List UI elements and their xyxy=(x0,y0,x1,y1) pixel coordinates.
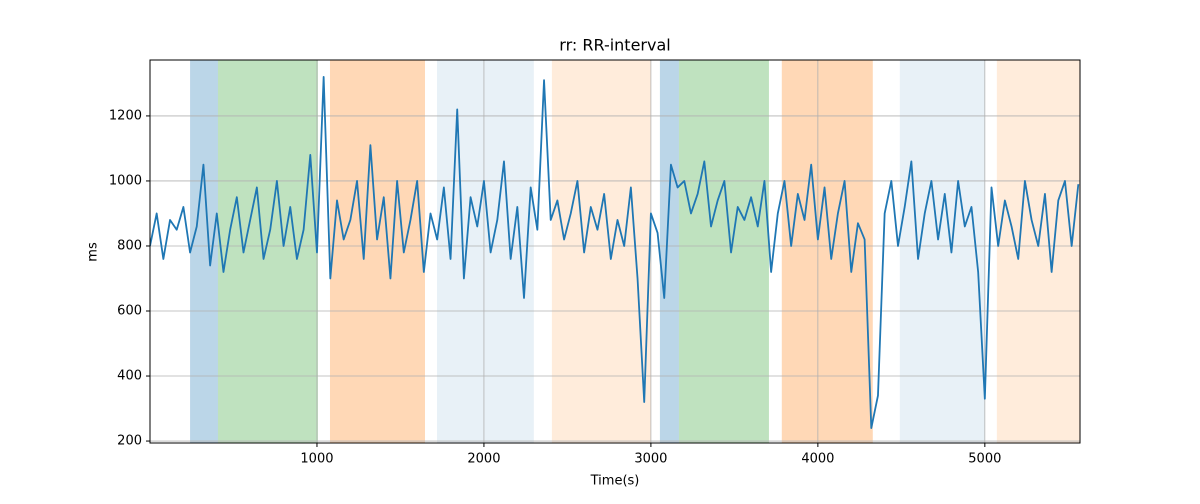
x-tick-label: 5000 xyxy=(968,452,1001,467)
shaded-span xyxy=(217,60,318,443)
y-tick-label: 600 xyxy=(117,303,142,318)
x-tick-label: 3000 xyxy=(634,452,667,467)
shaded-span xyxy=(659,60,679,443)
y-tick-label: 800 xyxy=(117,238,142,253)
y-axis-label: ms xyxy=(86,242,101,262)
shaded-span xyxy=(899,60,985,443)
x-axis-label: Time(s) xyxy=(590,474,640,489)
shaded-span xyxy=(437,60,534,443)
data-line xyxy=(150,76,1080,429)
y-tick-label: 200 xyxy=(117,434,142,449)
chart-title: rr: RR-interval xyxy=(559,36,670,55)
y-tick-label: 1200 xyxy=(109,108,142,123)
x-tick-label: 4000 xyxy=(801,452,834,467)
shaded-span xyxy=(329,60,425,443)
shaded-span xyxy=(781,60,873,443)
y-tick-label: 1000 xyxy=(109,173,142,188)
x-tick-label: 2000 xyxy=(467,452,500,467)
x-tick-label: 1000 xyxy=(300,452,333,467)
shaded-span xyxy=(678,60,769,443)
plot-frame xyxy=(149,59,1081,444)
shaded-span xyxy=(996,60,1080,443)
shaded-span xyxy=(551,60,651,443)
y-tick-label: 400 xyxy=(117,369,142,384)
shaded-span xyxy=(190,60,218,443)
